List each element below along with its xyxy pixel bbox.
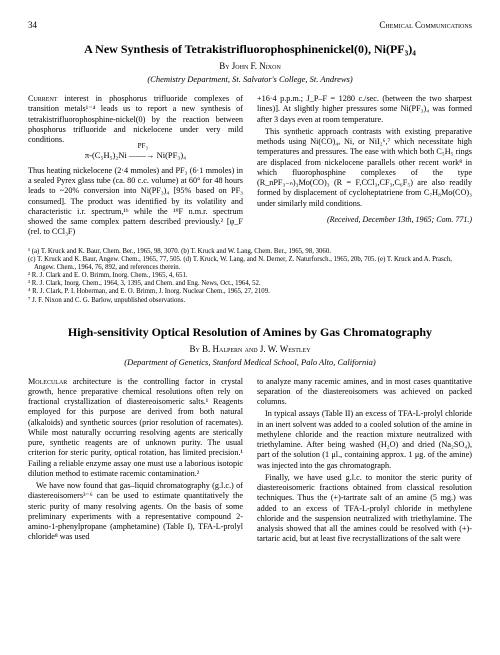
article2-col1-para1: Molecular architecture is the controllin… xyxy=(28,377,243,480)
article1-col1: Current interest in phosphorus trifluori… xyxy=(28,94,243,240)
article1-col2-para1: +16·4 p.p.m.; J_P–F = 1280 c./sec. (betw… xyxy=(257,94,472,125)
article2-col1-text1: architecture is the controlling factor i… xyxy=(28,377,243,478)
article2-col2-para1: to analyze many racemic amines, and in m… xyxy=(257,377,472,408)
formula-top-label: PF₃ xyxy=(138,142,148,151)
running-header: 34 Chemical Communications xyxy=(28,20,472,30)
article1-affiliation: (Chemistry Department, St. Salvator's Co… xyxy=(28,74,472,84)
page-container: 34 Chemical Communications A New Synthes… xyxy=(0,0,500,567)
ref-line: ² R. J. Clark and E. O. Brimm, Inorg. Ch… xyxy=(28,272,472,280)
article2-col2: to analyze many racemic amines, and in m… xyxy=(257,377,472,547)
ref-line: ⁷ J. F. Nixon and C. G. Barlow, unpublis… xyxy=(28,297,472,305)
article1-references: ¹ (a) T. Kruck and K. Baur, Chem. Ber., … xyxy=(28,248,472,305)
page-number: 34 xyxy=(28,20,37,30)
ref-line: ⁴ R. J. Clark, P. I. Hoberman, and E. O.… xyxy=(28,288,472,296)
article1-col1-text1: interest in phosphorus trifluoride compl… xyxy=(28,94,243,144)
article2-col1-para2: We have now found that gas–liquid chroma… xyxy=(28,481,243,543)
article1-col1-para1: Current interest in phosphorus trifluori… xyxy=(28,94,243,145)
article1-lead-word: Current xyxy=(28,94,57,103)
article1-body: Current interest in phosphorus trifluori… xyxy=(28,94,472,240)
article1-formula: π-(C₅H₅)₂Ni PF₃ ——→ Ni(PF₃)₄ xyxy=(28,150,243,161)
ref-line: (c) T. Kruck and K. Baur, Angew. Chem., … xyxy=(28,256,472,272)
article1-col2-para2: This synthetic approach contrasts with e… xyxy=(257,127,472,209)
article1-col2: +16·4 p.p.m.; J_P–F = 1280 c./sec. (betw… xyxy=(257,94,472,240)
article1-col1-para2: Thus heating nickelocene (2·4 mmoles) an… xyxy=(28,166,243,238)
ref-line: ¹ (a) T. Kruck and K. Baur, Chem. Ber., … xyxy=(28,248,472,256)
article1-received: (Received, December 13th, 1965; Com. 771… xyxy=(257,215,472,225)
formula-arrow: ——→ xyxy=(129,150,155,160)
article2-col2-para2: In typical assays (Table II) an excess o… xyxy=(257,409,472,471)
article1-title: A New Synthesis of Tetrakistrifluorophos… xyxy=(28,42,472,57)
article2-body: Molecular architecture is the controllin… xyxy=(28,377,472,547)
ref-line: ³ R. J. Clark, Inorg. Chem., 1964, 3, 13… xyxy=(28,280,472,288)
article1-author: By John F. Nixon xyxy=(28,61,472,71)
formula-right: Ni(PF₃)₄ xyxy=(157,150,187,160)
article2-author: By B. Halpern and J. W. Westley xyxy=(28,344,472,354)
article2-col1: Molecular architecture is the controllin… xyxy=(28,377,243,547)
article2-title: High-sensitivity Optical Resolution of A… xyxy=(28,325,472,340)
journal-name: Chemical Communications xyxy=(379,20,472,30)
article2-affiliation: (Department of Genetics, Stanford Medica… xyxy=(28,357,472,367)
article2-col2-para3: Finally, we have used g.l.c. to monitor … xyxy=(257,473,472,545)
formula-left: π-(C₅H₅)₂Ni xyxy=(85,150,127,160)
article2-lead-word: Molecular xyxy=(28,377,67,386)
formula-arrow-group: PF₃ ——→ xyxy=(129,150,157,160)
